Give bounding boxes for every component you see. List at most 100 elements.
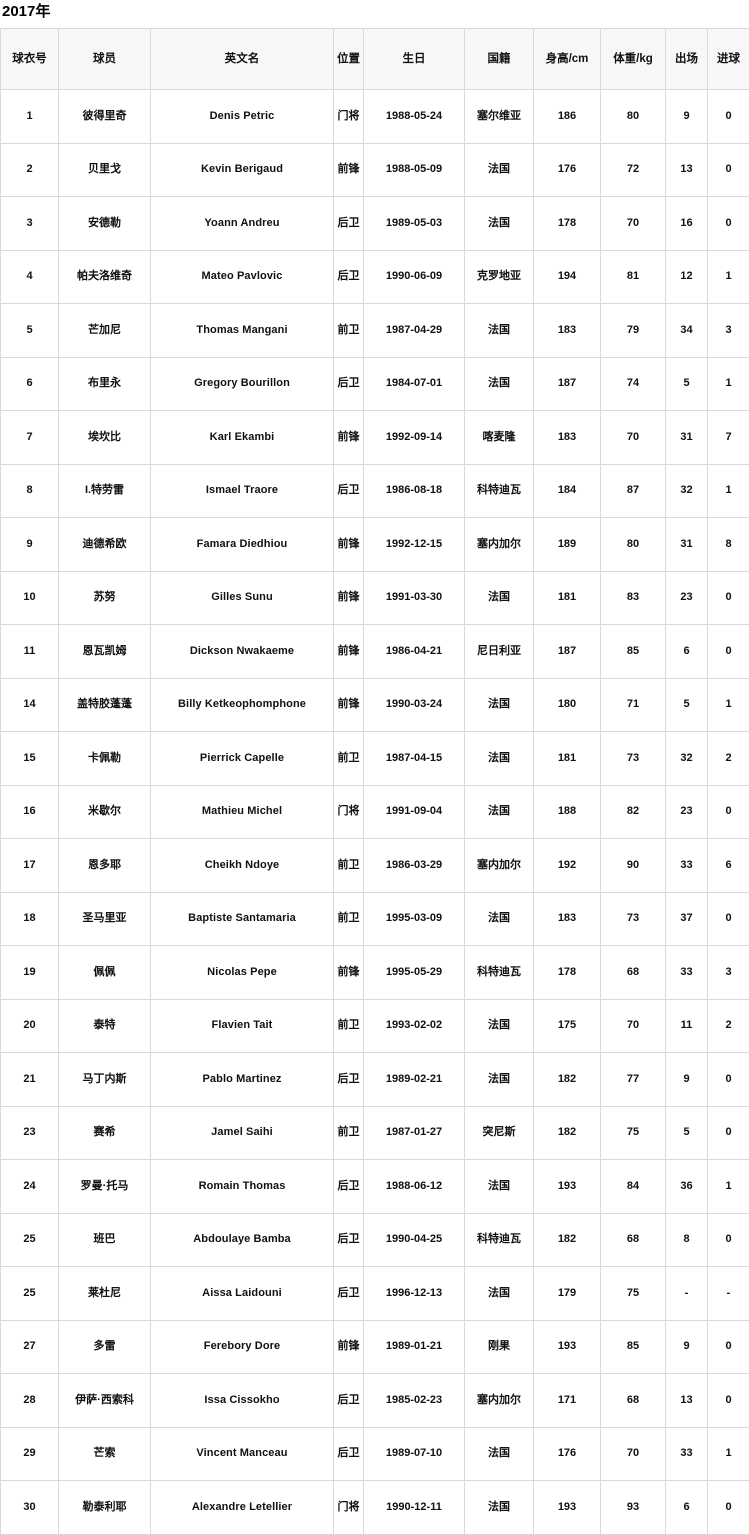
cell-weight: 68: [601, 1213, 666, 1267]
cell-goals: 0: [708, 625, 749, 679]
cell-english: Jamel Saihi: [151, 1106, 334, 1160]
cell-nation: 法国: [465, 678, 534, 732]
cell-player: 米歇尔: [59, 785, 151, 839]
cell-position: 前锋: [334, 678, 364, 732]
cell-nation: 法国: [465, 999, 534, 1053]
cell-height: 176: [534, 1427, 601, 1481]
cell-weight: 80: [601, 518, 666, 572]
cell-goals: 1: [708, 678, 749, 732]
cell-number: 1: [1, 90, 59, 144]
cell-weight: 74: [601, 357, 666, 411]
cell-nation: 法国: [465, 1427, 534, 1481]
cell-apps: 37: [666, 892, 708, 946]
cell-position: 前锋: [334, 1320, 364, 1374]
cell-nation: 科特迪瓦: [465, 1213, 534, 1267]
cell-weight: 93: [601, 1481, 666, 1535]
cell-apps: 32: [666, 464, 708, 518]
cell-position: 后卫: [334, 357, 364, 411]
cell-english: Gilles Sunu: [151, 571, 334, 625]
cell-nation: 克罗地亚: [465, 250, 534, 304]
cell-position: 后卫: [334, 1267, 364, 1321]
cell-birth: 1989-01-21: [364, 1320, 465, 1374]
cell-goals: 0: [708, 892, 749, 946]
cell-apps: 13: [666, 143, 708, 197]
cell-position: 前卫: [334, 1106, 364, 1160]
cell-position: 门将: [334, 1481, 364, 1535]
cell-goals: 0: [708, 1374, 749, 1428]
cell-height: 192: [534, 839, 601, 893]
cell-weight: 70: [601, 999, 666, 1053]
column-header-english-name: 英文名: [151, 29, 334, 90]
cell-nation: 法国: [465, 143, 534, 197]
cell-number: 9: [1, 518, 59, 572]
cell-english: Ferebory Dore: [151, 1320, 334, 1374]
cell-english: Gregory Bourillon: [151, 357, 334, 411]
cell-english: Cheikh Ndoye: [151, 839, 334, 893]
cell-birth: 1995-05-29: [364, 946, 465, 1000]
cell-player: 恩多耶: [59, 839, 151, 893]
cell-weight: 90: [601, 839, 666, 893]
cell-height: 183: [534, 892, 601, 946]
cell-height: 193: [534, 1160, 601, 1214]
cell-english: Issa Cissokho: [151, 1374, 334, 1428]
cell-player: 彼得里奇: [59, 90, 151, 144]
cell-player: 芒加尼: [59, 304, 151, 358]
cell-number: 17: [1, 839, 59, 893]
cell-height: 175: [534, 999, 601, 1053]
cell-height: 171: [534, 1374, 601, 1428]
cell-birth: 1989-05-03: [364, 197, 465, 251]
cell-apps: 6: [666, 625, 708, 679]
cell-number: 5: [1, 304, 59, 358]
cell-nation: 科特迪瓦: [465, 464, 534, 518]
cell-height: 182: [534, 1213, 601, 1267]
cell-birth: 1984-07-01: [364, 357, 465, 411]
cell-number: 3: [1, 197, 59, 251]
cell-number: 23: [1, 1106, 59, 1160]
cell-position: 前锋: [334, 571, 364, 625]
cell-position: 后卫: [334, 464, 364, 518]
cell-position: 前锋: [334, 143, 364, 197]
cell-goals: 7: [708, 411, 749, 465]
cell-player: 圣马里亚: [59, 892, 151, 946]
cell-english: Denis Petric: [151, 90, 334, 144]
cell-height: 182: [534, 1106, 601, 1160]
cell-height: 184: [534, 464, 601, 518]
cell-birth: 1996-12-13: [364, 1267, 465, 1321]
cell-apps: 13: [666, 1374, 708, 1428]
cell-position: 后卫: [334, 1160, 364, 1214]
cell-birth: 1987-04-15: [364, 732, 465, 786]
cell-english: Mateo Pavlovic: [151, 250, 334, 304]
cell-position: 后卫: [334, 1374, 364, 1428]
cell-player: 泰特: [59, 999, 151, 1053]
cell-birth: 1991-03-30: [364, 571, 465, 625]
cell-weight: 82: [601, 785, 666, 839]
cell-weight: 73: [601, 732, 666, 786]
cell-nation: 塞尔维亚: [465, 90, 534, 144]
cell-english: Kevin Berigaud: [151, 143, 334, 197]
cell-player: 佩佩: [59, 946, 151, 1000]
cell-english: Ismael Traore: [151, 464, 334, 518]
cell-nation: 法国: [465, 785, 534, 839]
cell-weight: 77: [601, 1053, 666, 1107]
cell-height: 176: [534, 143, 601, 197]
cell-position: 前卫: [334, 732, 364, 786]
cell-position: 前锋: [334, 625, 364, 679]
cell-weight: 73: [601, 892, 666, 946]
cell-player: 伊萨·西索科: [59, 1374, 151, 1428]
cell-position: 后卫: [334, 197, 364, 251]
column-header-position: 位置: [334, 29, 364, 90]
cell-height: 188: [534, 785, 601, 839]
cell-goals: 1: [708, 1160, 749, 1214]
cell-number: 6: [1, 357, 59, 411]
cell-number: 25: [1, 1267, 59, 1321]
cell-player: 多雷: [59, 1320, 151, 1374]
